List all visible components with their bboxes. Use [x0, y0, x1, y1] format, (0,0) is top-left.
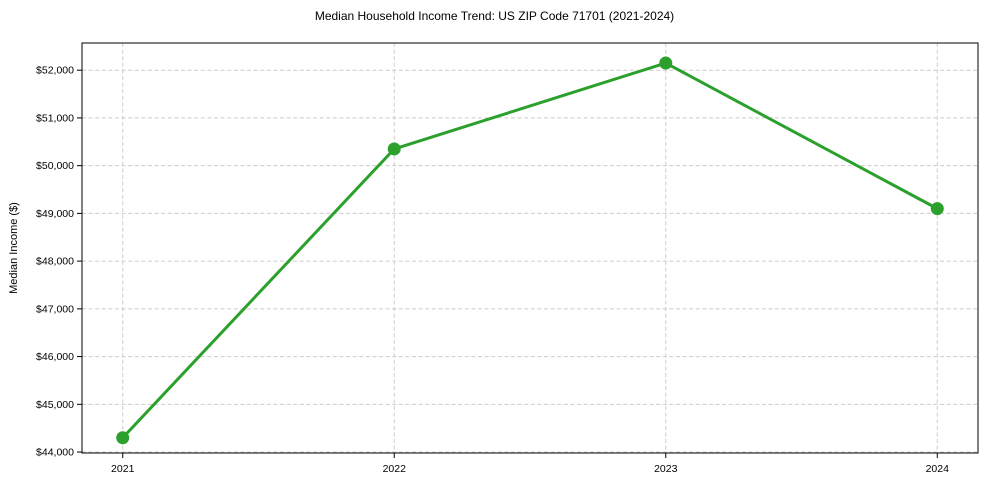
plot-border — [81, 42, 979, 454]
data-point-marker — [659, 56, 673, 70]
y-tick-label: $52,000 — [36, 65, 74, 77]
data-point-marker — [116, 431, 130, 445]
x-tick-label: 2024 — [926, 463, 950, 475]
income-trend-line — [121, 61, 939, 440]
x-tick-label: 2021 — [111, 463, 135, 475]
y-tick-label: $44,000 — [36, 447, 74, 459]
y-tick-label: $48,000 — [36, 256, 74, 268]
y-tick-label: $47,000 — [36, 303, 74, 315]
chart-title: Median Household Income Trend: US ZIP Co… — [314, 9, 675, 23]
y-tick-label: $45,000 — [36, 399, 74, 411]
data-point-marker — [387, 142, 401, 156]
x-tick-label: 2023 — [654, 463, 678, 475]
data-point-marker — [930, 202, 944, 216]
y-tick-label: $51,000 — [36, 112, 74, 124]
x-tick-label: 2022 — [383, 463, 407, 475]
y-tick-label: $46,000 — [36, 351, 74, 363]
y-tick-label: $49,000 — [36, 208, 74, 220]
y-tick-label: $50,000 — [36, 160, 74, 172]
